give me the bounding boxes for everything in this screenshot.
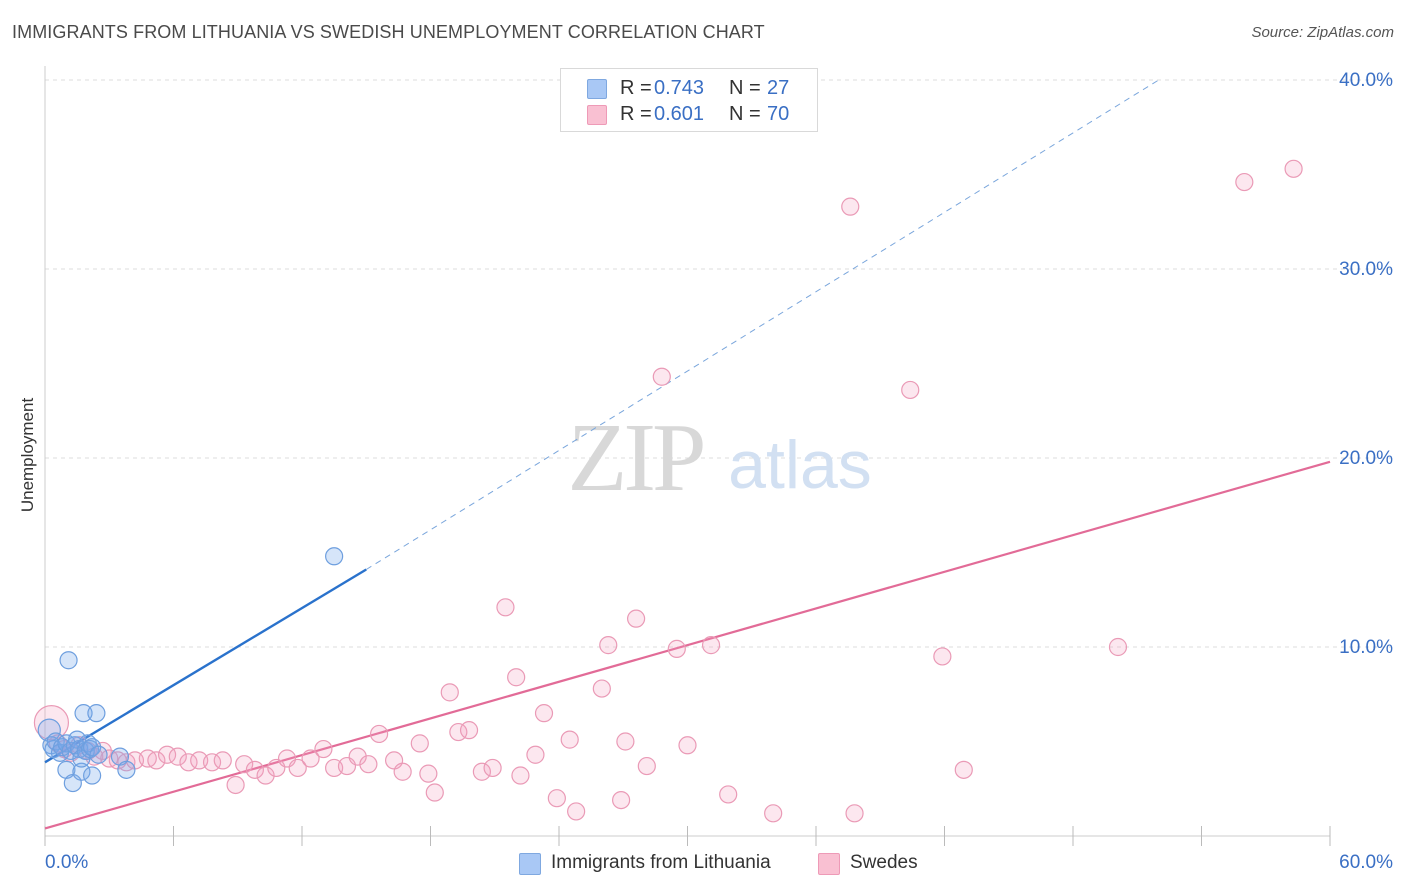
point-swedes <box>560 730 579 749</box>
watermark-atlas: atlas <box>728 427 872 503</box>
point-swedes <box>419 764 438 783</box>
legend-n-value: 70 <box>767 103 790 125</box>
point-swedes <box>719 785 738 804</box>
point-lithuania <box>325 547 344 566</box>
point-swedes <box>359 755 378 774</box>
data-points <box>33 159 1303 823</box>
point-swedes <box>168 747 187 766</box>
point-swedes <box>147 751 166 770</box>
point-swedes <box>599 636 618 655</box>
y-tick-label: 30.0% <box>1339 259 1393 280</box>
point-swedes <box>1235 172 1254 192</box>
point-lithuania <box>83 738 102 757</box>
point-swedes <box>370 724 389 744</box>
point-swedes <box>472 762 491 781</box>
legend: R = 0.743 N = 27 R = 0.601 N = 70 <box>560 68 818 132</box>
watermark: ZIP atlas <box>568 404 872 512</box>
y-tick-label: 40.0% <box>1339 70 1393 91</box>
legend-n-label: N = <box>729 103 761 125</box>
legend-r-value: 0.601 <box>654 103 705 125</box>
point-swedes <box>567 802 586 821</box>
point-lithuania <box>74 704 93 723</box>
point-swedes <box>1284 159 1303 178</box>
point-swedes <box>393 762 412 781</box>
point-lithuania <box>117 760 136 779</box>
point-swedes <box>245 760 264 779</box>
point-swedes <box>226 775 245 795</box>
legend-r-label: R = <box>620 103 652 125</box>
point-swedes <box>288 758 307 778</box>
trend-line-lithuania-extension <box>365 79 1159 570</box>
grid-lines <box>45 79 1392 648</box>
trend-line-swedes <box>44 460 1331 830</box>
bottom-legend-label: Immigrants from Lithuania <box>551 852 771 873</box>
watermark-zip: ZIP <box>568 404 703 512</box>
point-swedes <box>213 751 232 770</box>
point-swedes <box>667 639 686 658</box>
x-tick-label: 60.0% <box>1339 852 1393 873</box>
point-swedes <box>933 647 952 666</box>
point-swedes <box>592 679 611 698</box>
point-swedes <box>496 598 515 617</box>
legend-n-value: 27 <box>767 77 790 99</box>
point-swedes <box>534 704 554 723</box>
y-axis-label: Unemployment <box>18 397 37 513</box>
legend-swatch-swedes <box>587 105 607 125</box>
point-swedes <box>301 749 320 768</box>
point-swedes <box>459 721 479 740</box>
point-swedes <box>410 734 429 753</box>
point-swedes <box>526 745 545 764</box>
point-lithuania <box>89 745 108 764</box>
legend-r-label: R = <box>620 77 652 99</box>
point-swedes <box>764 804 783 823</box>
x-tick-label: 0.0% <box>45 852 88 873</box>
point-swedes <box>425 783 444 802</box>
point-swedes <box>511 766 530 785</box>
axes <box>44 66 1331 846</box>
point-swedes <box>507 668 526 687</box>
chart-title: IMMIGRANTS FROM LITHUANIA VS SWEDISH UNE… <box>12 22 765 42</box>
point-swedes <box>235 755 254 774</box>
y-tick-label: 10.0% <box>1339 637 1393 658</box>
trend-lines <box>44 79 1331 830</box>
point-swedes <box>841 197 860 216</box>
point-lithuania <box>87 704 106 723</box>
point-swedes <box>483 758 502 778</box>
bottom-legend-swatch-lithuania <box>519 853 541 875</box>
point-swedes <box>954 760 973 779</box>
point-swedes <box>678 736 697 755</box>
point-swedes <box>256 766 275 785</box>
point-lithuania <box>59 651 78 670</box>
point-lithuania <box>83 766 102 785</box>
point-swedes <box>616 732 635 751</box>
point-swedes <box>652 367 671 386</box>
legend-n-label: N = <box>729 77 761 99</box>
legend-r-value: 0.743 <box>654 77 705 99</box>
source-label: Source: ZipAtlas.com <box>1251 24 1394 41</box>
bottom-legend-label: Swedes <box>850 852 918 873</box>
point-swedes <box>547 789 566 808</box>
bottom-legend-swatch-swedes <box>818 853 840 875</box>
point-swedes <box>845 804 864 823</box>
tick-labels: 10.0% 20.0% 30.0% 40.0% 0.0% 60.0% <box>45 70 1393 873</box>
trend-line-lithuania <box>44 568 367 764</box>
point-swedes <box>901 380 920 400</box>
point-swedes <box>348 747 367 766</box>
point-swedes <box>701 636 721 655</box>
point-swedes <box>637 756 656 776</box>
point-lithuania <box>72 762 91 781</box>
point-swedes <box>612 790 631 810</box>
point-swedes <box>626 609 646 628</box>
y-tick-label: 20.0% <box>1339 448 1393 469</box>
point-swedes <box>440 683 459 702</box>
legend-swatch-lithuania <box>587 79 607 99</box>
point-swedes <box>314 739 333 759</box>
point-swedes <box>1108 637 1128 657</box>
